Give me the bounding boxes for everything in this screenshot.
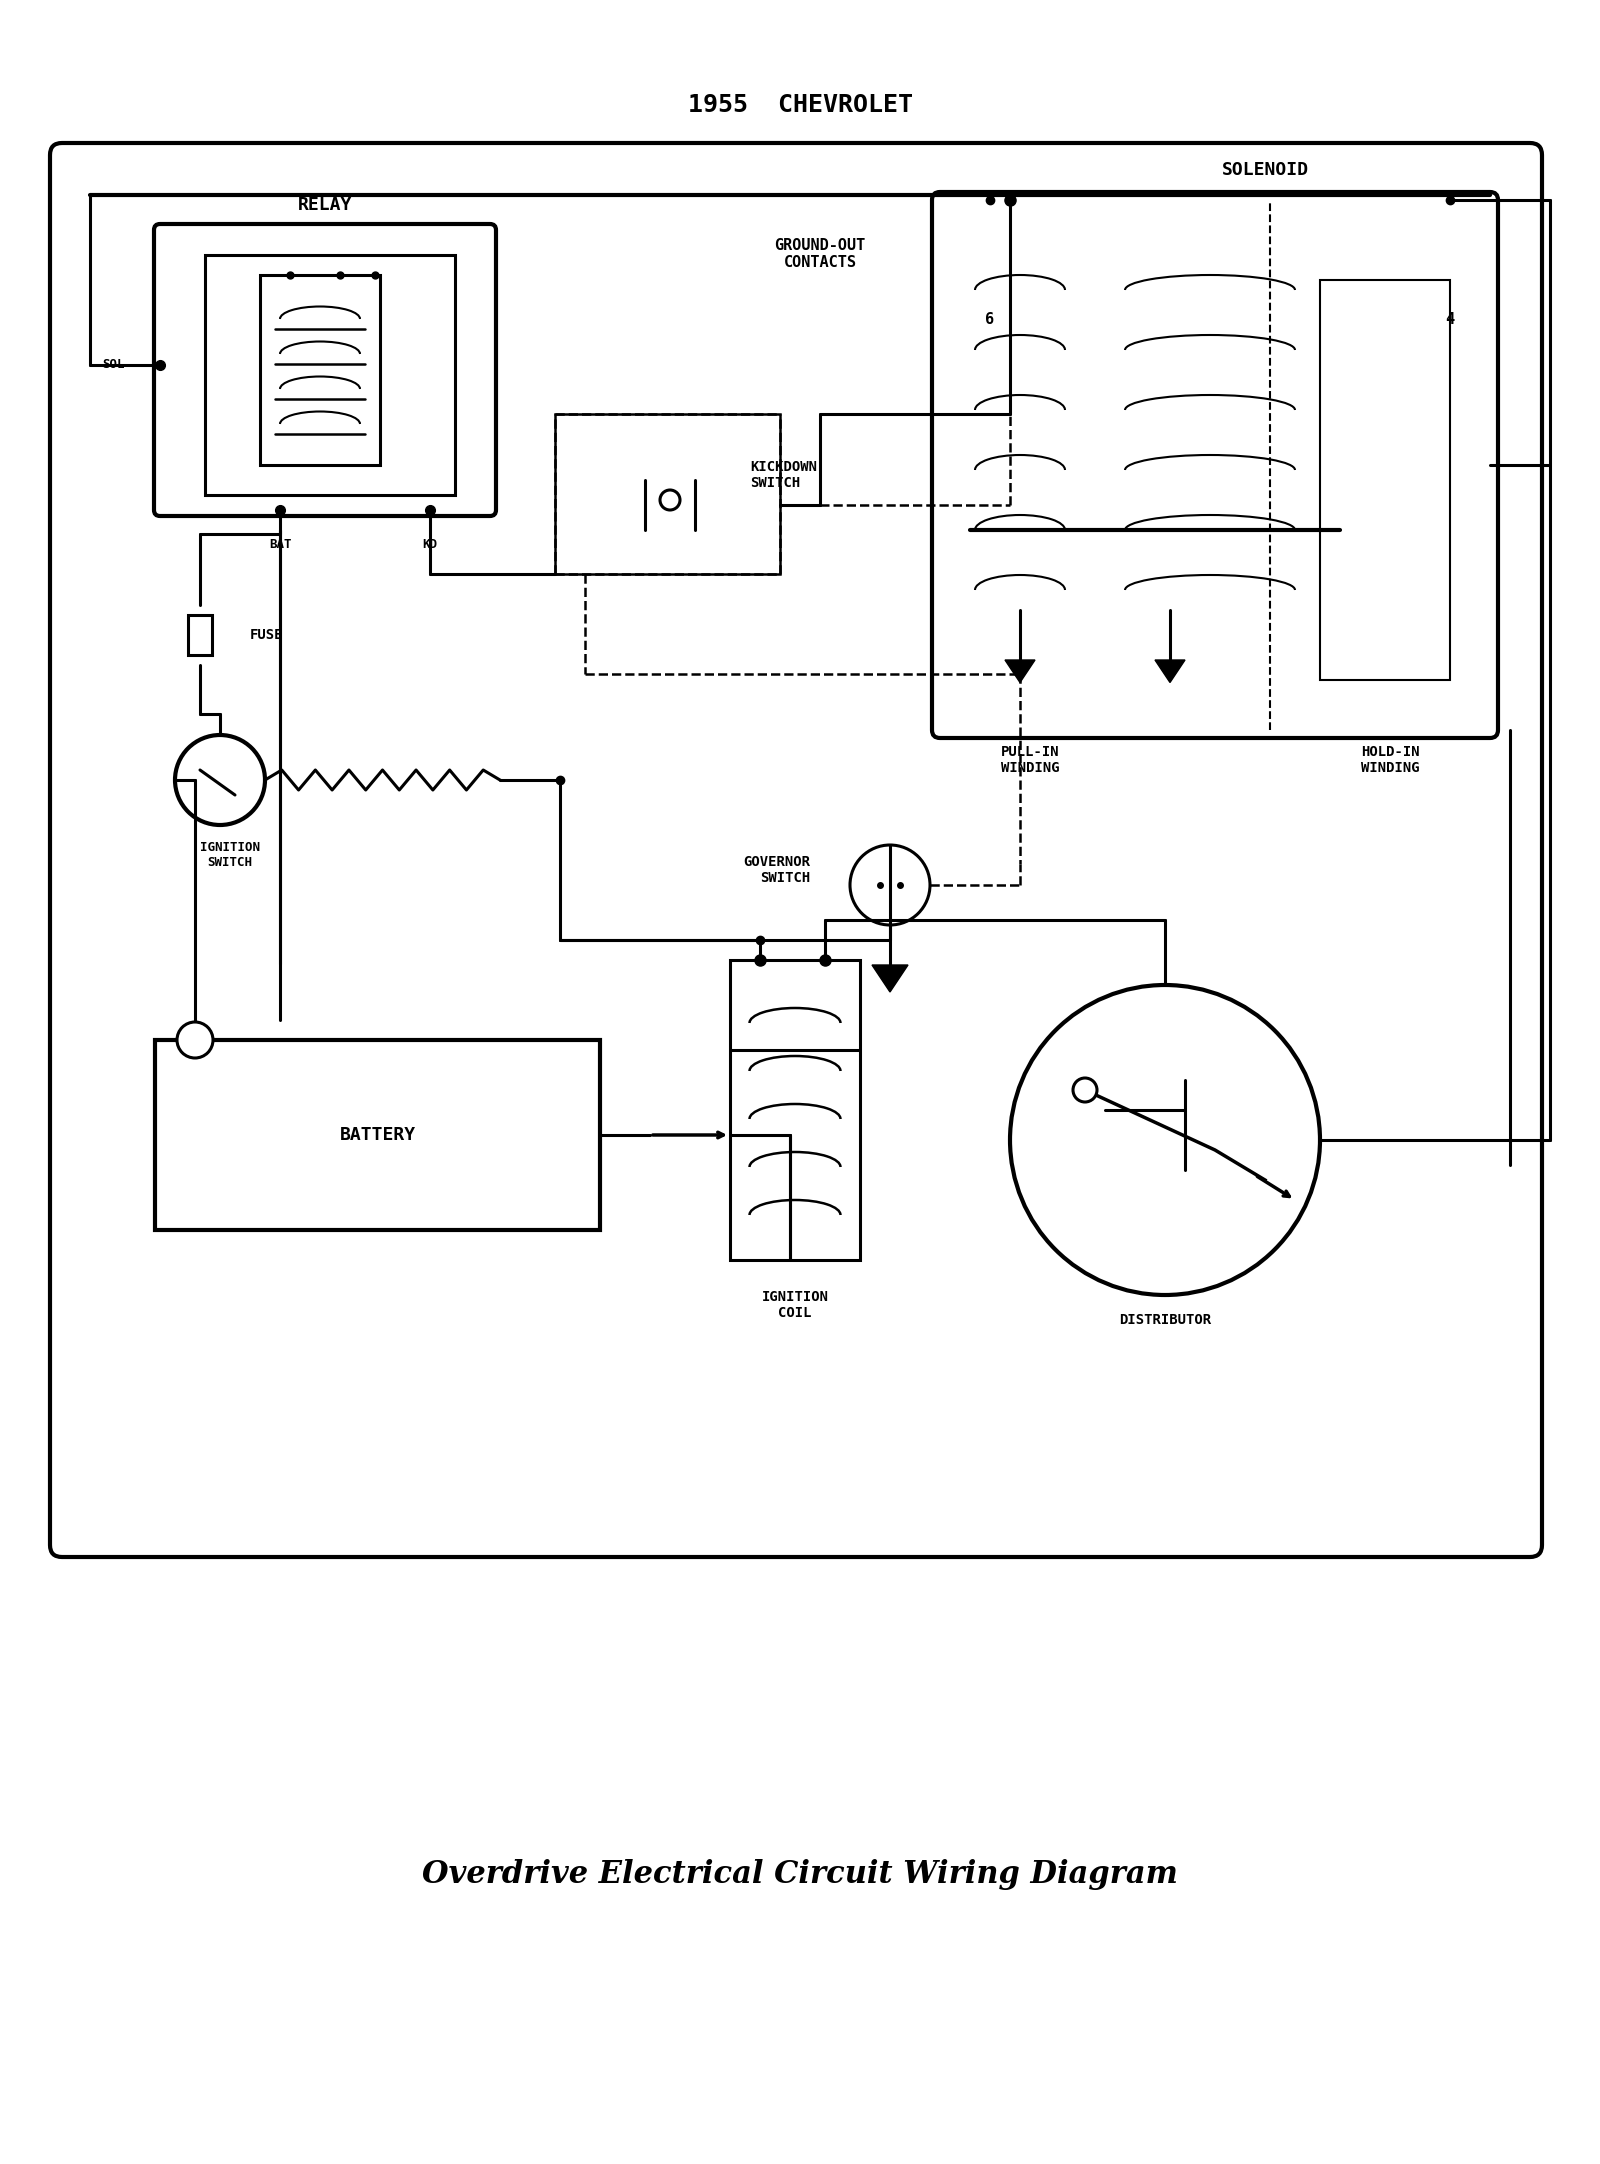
Text: 4: 4 — [1445, 312, 1454, 327]
Text: HOLD-IN
WINDING: HOLD-IN WINDING — [1360, 744, 1419, 775]
Text: BATTERY: BATTERY — [339, 1125, 416, 1145]
Bar — [1320, 279, 1450, 679]
Bar — [205, 255, 454, 496]
Text: RELAY: RELAY — [298, 197, 352, 214]
Text: DISTRIBUTOR: DISTRIBUTOR — [1118, 1314, 1211, 1327]
Polygon shape — [1005, 660, 1035, 682]
Text: 1955  CHEVROLET: 1955 CHEVROLET — [688, 93, 912, 117]
Text: GOVERNOR
SWITCH: GOVERNOR SWITCH — [742, 855, 810, 885]
Text: 6: 6 — [986, 312, 995, 327]
Text: SOLENOID: SOLENOID — [1221, 160, 1309, 180]
Circle shape — [178, 1021, 213, 1058]
Text: FUSE: FUSE — [250, 628, 283, 643]
Bar — [155, 1041, 600, 1229]
Bar — [730, 961, 861, 1259]
Text: BAT: BAT — [269, 539, 291, 552]
Text: IGNITION
COIL: IGNITION COIL — [762, 1290, 829, 1320]
Text: GROUND-OUT
CONTACTS: GROUND-OUT CONTACTS — [774, 238, 866, 270]
Polygon shape — [1155, 660, 1186, 682]
Polygon shape — [872, 965, 909, 991]
Bar — [259, 275, 381, 465]
Text: KICKDOWN
SWITCH: KICKDOWN SWITCH — [750, 461, 818, 489]
Text: IGNITION
SWITCH: IGNITION SWITCH — [200, 842, 259, 870]
Bar — [555, 413, 781, 573]
Text: KD: KD — [422, 539, 437, 552]
Circle shape — [661, 489, 680, 511]
Text: SOL: SOL — [102, 359, 125, 372]
Bar — [189, 615, 211, 656]
Circle shape — [1074, 1078, 1098, 1101]
Text: Overdrive Electrical Circuit Wiring Diagram: Overdrive Electrical Circuit Wiring Diag… — [422, 1859, 1178, 1891]
Text: PULL-IN
WINDING: PULL-IN WINDING — [1000, 744, 1059, 775]
